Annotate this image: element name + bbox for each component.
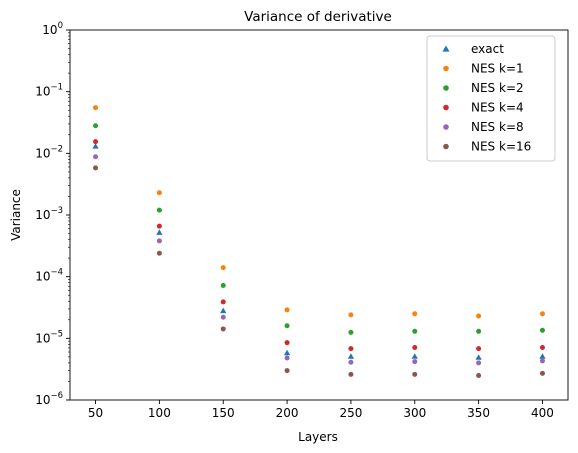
x-tick-label: 200	[276, 406, 299, 420]
legend: exact NES k=1 NES k=2 NES k=4 NES k=8 NES k=1…	[426, 35, 556, 162]
legend-label: NES k=1	[471, 62, 524, 76]
data-point	[283, 349, 291, 356]
data-point	[476, 328, 482, 334]
data-point	[220, 307, 227, 314]
y-tick-label: 10−4	[35, 268, 63, 284]
legend-box	[426, 35, 556, 162]
data-point	[220, 314, 226, 320]
x-tick-label: 150	[212, 406, 235, 420]
x-axis-label: Layers	[298, 430, 338, 444]
data-point	[93, 139, 99, 145]
y-tick-label: 100	[42, 21, 63, 37]
y-tick-label: 10−6	[35, 391, 63, 407]
y-tick-label: 10−1	[35, 83, 63, 99]
x-tick-label: 250	[339, 406, 362, 420]
x-tick-label: 50	[88, 406, 103, 420]
data-point	[156, 229, 163, 235]
x-tick-label: 350	[467, 406, 490, 420]
data-point	[347, 353, 355, 359]
legend-label: NES k=2	[471, 81, 524, 95]
data-point	[539, 358, 545, 364]
data-point	[284, 307, 290, 313]
data-point	[539, 353, 546, 359]
data-point	[412, 371, 418, 377]
x-tick-label: 100	[148, 406, 171, 420]
chart-title: Variance of derivative	[244, 9, 392, 25]
data-point	[412, 359, 418, 365]
data-point	[411, 353, 418, 359]
data-point	[412, 328, 418, 334]
legend-marker	[443, 124, 449, 130]
data-point	[539, 327, 545, 333]
legend-marker	[443, 143, 449, 150]
data-point	[348, 359, 354, 365]
data-point	[539, 311, 545, 317]
legend-marker	[442, 45, 450, 52]
data-point	[220, 326, 226, 332]
data-point	[93, 165, 99, 171]
data-point	[156, 223, 162, 229]
data-point	[220, 282, 226, 288]
legend-label: NES k=16	[471, 140, 531, 154]
data-point	[93, 123, 99, 129]
data-point	[348, 346, 354, 352]
data-point	[220, 299, 226, 305]
data-point	[412, 311, 418, 317]
y-tick-label: 10−5	[35, 329, 63, 345]
data-point	[476, 313, 482, 319]
data-point	[539, 370, 545, 376]
legend-label: NES k=4	[471, 101, 524, 115]
data-point	[348, 329, 354, 335]
legend-marker	[443, 104, 449, 111]
data-point	[284, 340, 290, 346]
legend-marker	[443, 85, 449, 91]
data-point	[93, 105, 99, 111]
data-point	[476, 346, 482, 352]
legend-label: exact	[471, 42, 504, 56]
data-point	[476, 372, 482, 378]
y-axis-label: Variance	[9, 189, 23, 241]
data-point	[539, 345, 545, 351]
data-point	[220, 265, 226, 271]
y-tick-label: 10−3	[35, 206, 63, 222]
data-point	[284, 323, 290, 329]
data-point	[284, 368, 290, 374]
plot-area: 50 100 150 200 250 300 350 400 10−6 10−5 10−4 10−3 1…	[35, 21, 569, 420]
data-point	[93, 154, 99, 160]
data-point	[412, 345, 418, 351]
data-point	[92, 143, 99, 149]
data-point	[348, 371, 354, 377]
data-point	[156, 190, 162, 196]
data-point	[348, 312, 354, 318]
legend-marker	[443, 65, 449, 72]
data-point	[475, 354, 482, 360]
y-tick-label: 10−2	[35, 144, 63, 160]
x-tick-label: 400	[531, 406, 554, 420]
data-point	[156, 207, 162, 213]
legend-label: NES k=8	[471, 120, 524, 134]
data-point	[156, 238, 162, 244]
data-point	[476, 360, 482, 366]
x-tick-label: 300	[403, 406, 426, 420]
data-point	[284, 355, 290, 361]
data-point	[156, 250, 162, 256]
